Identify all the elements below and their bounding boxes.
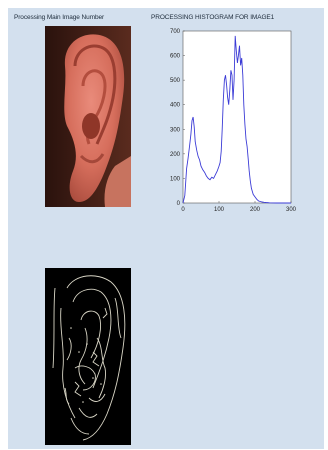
ear-edge-map xyxy=(45,268,131,445)
y-tick-label: 500 xyxy=(170,78,181,84)
y-tick-label: 600 xyxy=(170,54,181,60)
histogram-svg: 0 100 200 300 400 500 600 700 0 100 200 300 xyxy=(170,29,297,213)
y-tick-label: 0 xyxy=(177,201,181,207)
main-image-label: Processing Main Image Number xyxy=(14,14,105,21)
x-tick-label: 0 xyxy=(181,207,185,213)
y-tick-label: 200 xyxy=(170,152,181,158)
histogram-series-line xyxy=(182,35,291,204)
histogram-chart: 0 100 200 300 400 500 600 700 0 100 200 300 xyxy=(165,27,297,217)
y-tick-label: 100 xyxy=(170,176,181,182)
y-tick-label: 300 xyxy=(170,127,181,133)
x-tick-label: 200 xyxy=(250,207,261,213)
x-tick-label: 300 xyxy=(286,207,297,213)
x-tick-label: 100 xyxy=(214,207,225,213)
histogram-label: PROCESSING HISTOGRAM FOR IMAGE1 xyxy=(151,14,275,21)
ear-photo-graphic xyxy=(45,26,131,207)
y-tick-label: 400 xyxy=(170,103,181,109)
ear-edge-graphic xyxy=(52,275,126,441)
y-tick-label: 700 xyxy=(170,29,181,35)
ear-photo xyxy=(45,26,131,207)
